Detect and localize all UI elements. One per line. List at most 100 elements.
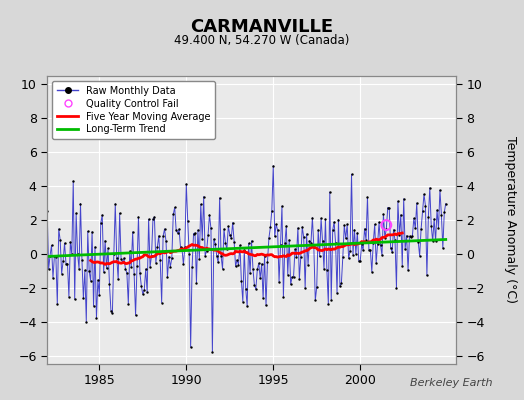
Point [297, 254, 305, 260]
Point [43, 208, 51, 214]
Point [389, 226, 398, 233]
Point [168, 255, 176, 262]
Point [217, 253, 225, 259]
Point [194, 227, 202, 233]
Point [214, 259, 222, 266]
Point [411, 225, 420, 232]
Point [310, 244, 318, 250]
Point [132, 312, 140, 318]
Point [143, 289, 151, 296]
Point [385, 204, 394, 211]
Point [265, 235, 273, 241]
Point [353, 230, 362, 236]
Y-axis label: Temperature Anomaly (°C): Temperature Anomaly (°C) [504, 136, 517, 304]
Point [334, 216, 343, 223]
Point [69, 178, 78, 184]
Point [183, 218, 192, 224]
Point [392, 284, 401, 291]
Point [355, 258, 363, 264]
Point [269, 162, 277, 169]
Point [340, 222, 348, 228]
Point [202, 248, 211, 254]
Point [201, 252, 209, 259]
Point [430, 216, 439, 222]
Point [185, 251, 193, 257]
Point [73, 251, 82, 257]
Point [227, 235, 235, 242]
Point [100, 269, 108, 275]
Point [349, 251, 357, 258]
Point [58, 270, 66, 277]
Text: 49.400 N, 54.270 W (Canada): 49.400 N, 54.270 W (Canada) [174, 34, 350, 47]
Point [158, 300, 166, 306]
Point [234, 262, 243, 268]
Point [315, 253, 324, 260]
Point [50, 253, 59, 260]
Point [56, 237, 64, 244]
Point [233, 257, 241, 263]
Point [82, 318, 91, 325]
Point [250, 282, 259, 288]
Point [405, 233, 413, 239]
Point [363, 194, 372, 200]
Point [378, 252, 386, 258]
Point [376, 242, 385, 248]
Point [359, 247, 367, 254]
Point [198, 236, 206, 242]
Point [333, 290, 341, 296]
Point [439, 245, 447, 251]
Point [121, 265, 129, 272]
Point [134, 214, 143, 220]
Point [60, 240, 69, 246]
Point [104, 245, 112, 252]
Point [63, 260, 72, 267]
Point [342, 235, 350, 242]
Point [311, 297, 320, 304]
Point [339, 253, 347, 260]
Point [357, 241, 366, 247]
Point [170, 204, 179, 211]
Point [319, 238, 327, 245]
Point [301, 285, 309, 291]
Point [416, 253, 424, 259]
Point [442, 200, 450, 207]
Point [427, 222, 435, 229]
Point [320, 266, 328, 272]
Point [137, 283, 146, 290]
Text: Berkeley Earth: Berkeley Earth [410, 378, 493, 388]
Point [240, 247, 248, 253]
Point [425, 184, 434, 191]
Point [90, 303, 98, 309]
Point [421, 202, 430, 209]
Point [408, 232, 417, 239]
Point [66, 239, 74, 246]
Point [204, 232, 212, 238]
Point [417, 226, 425, 232]
Point [210, 236, 218, 242]
Point [220, 226, 228, 232]
Point [139, 291, 147, 297]
Point [256, 275, 265, 282]
Point [163, 274, 172, 280]
Point [347, 171, 356, 178]
Point [327, 296, 335, 303]
Point [252, 286, 260, 292]
Point [213, 253, 221, 259]
Point [397, 212, 405, 218]
Point [64, 293, 73, 300]
Point [372, 260, 380, 266]
Point [291, 246, 299, 252]
Point [262, 302, 270, 308]
Point [195, 256, 203, 262]
Point [314, 226, 322, 233]
Point [166, 264, 174, 270]
Point [91, 244, 99, 250]
Point [59, 258, 67, 264]
Point [120, 255, 128, 261]
Point [346, 248, 354, 254]
Point [317, 215, 325, 222]
Point [440, 209, 449, 216]
Point [223, 246, 231, 252]
Point [330, 219, 339, 225]
Point [123, 270, 131, 276]
